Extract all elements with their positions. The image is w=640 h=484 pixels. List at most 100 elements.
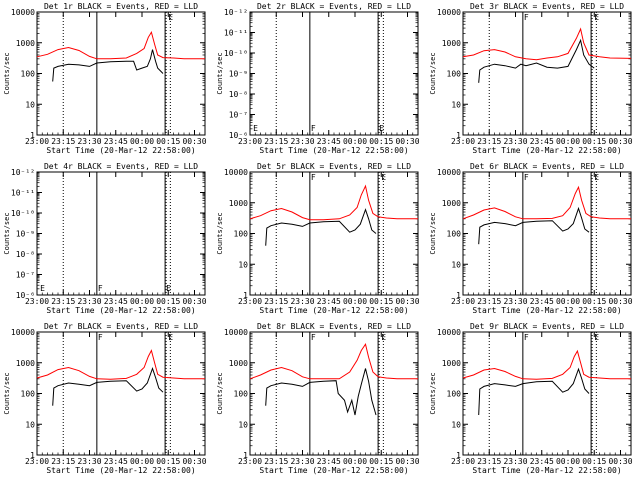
y-tick-label: 10000 — [437, 328, 461, 337]
flag-letter: E — [594, 173, 599, 182]
x-axis-label: Start Time (20-Mar-12 22:58:00) — [259, 306, 408, 315]
flag-letter: E — [168, 333, 173, 342]
x-tick-label: 00:30 — [608, 137, 632, 146]
plot-frame — [249, 11, 419, 136]
series-lld-line — [36, 30, 205, 60]
y-tick-label: 1000 — [442, 199, 461, 208]
plot-frame — [36, 171, 206, 296]
chart-title: Det 1r BLACK = Events, RED = LLD — [44, 2, 198, 11]
x-axis-label: Start Time (20-Mar-12 22:58:00) — [259, 146, 408, 155]
x-tick-label: 00:30 — [182, 457, 206, 466]
y-tick-label: 10⁻¹² — [224, 8, 248, 17]
y-tick-label: 10⁻⁷ — [229, 111, 248, 120]
chart-title: Det 9r BLACK = Events, RED = LLD — [470, 322, 624, 331]
x-axis-label: Start Time (20-Mar-12 22:58:00) — [259, 466, 408, 475]
x-tick-label: 23:00 — [25, 137, 49, 146]
x-tick-label: 00:00 — [556, 137, 580, 146]
y-tick-label: 100 — [447, 390, 462, 399]
x-tick-label: 23:30 — [503, 137, 527, 146]
panel-4: Det 4r BLACK = Events, RED = LLD 10⁻⁶ 10⁻⁷… — [3, 162, 207, 315]
y-tick-label: 10 — [451, 420, 461, 429]
y-tick-label: 1000 — [229, 359, 248, 368]
x-tick-label: 23:15 — [51, 457, 75, 466]
plot-frame — [36, 331, 206, 456]
y-axis-label: Counts/sec — [429, 372, 437, 414]
plot-frame — [249, 171, 419, 296]
x-tick-label: 00:00 — [130, 457, 154, 466]
y-tick-label: 10⁻¹¹ — [224, 29, 248, 38]
y-axis-label: Counts/sec — [429, 52, 437, 94]
panel-5: Det 5r BLACK = Events, RED = LLD 1 10 100 10… — [216, 162, 420, 315]
flag-letter: F — [524, 333, 529, 342]
y-tick-label: 10⁻¹⁰ — [224, 49, 248, 58]
series-events-line — [52, 49, 164, 82]
x-tick-label: 00:00 — [130, 297, 154, 306]
x-tick-label: 00:30 — [395, 137, 419, 146]
y-tick-label: 10⁻⁸ — [229, 90, 248, 99]
y-tick-label: 10000 — [224, 328, 248, 337]
x-tick-label: 00:00 — [343, 297, 367, 306]
x-tick-label: 23:45 — [317, 137, 341, 146]
x-axis-label: Start Time (20-Mar-12 22:58:00) — [46, 306, 195, 315]
x-axis-label: Start Time (20-Mar-12 22:58:00) — [472, 306, 621, 315]
y-tick-label: 10⁻¹¹ — [11, 189, 35, 198]
y-tick-label: 10⁻⁶ — [229, 131, 248, 140]
y-axis-label: Counts/sec — [429, 212, 437, 254]
x-tick-label: 23:45 — [530, 457, 554, 466]
x-tick-label: 23:30 — [77, 457, 101, 466]
y-axis-label: Counts/sec — [216, 372, 224, 414]
series-events-line — [478, 38, 595, 83]
x-tick-label: 23:00 — [451, 297, 475, 306]
series-lld-line — [462, 185, 631, 220]
x-tick-label: 00:30 — [608, 297, 632, 306]
y-tick-label: 10⁻¹⁰ — [11, 209, 35, 218]
flag-letter: E — [40, 284, 45, 293]
series-events-line — [478, 206, 590, 245]
y-tick-label: 10⁻⁸ — [16, 250, 35, 259]
y-tick-label: 10 — [238, 420, 248, 429]
plot-frame — [462, 11, 632, 136]
x-tick-label: 23:15 — [477, 297, 501, 306]
x-tick-label: 23:30 — [290, 297, 314, 306]
chart-title: Det 7r BLACK = Events, RED = LLD — [44, 322, 198, 331]
x-tick-label: 23:45 — [530, 137, 554, 146]
plot-frame — [462, 331, 632, 456]
flag-letter: F — [98, 333, 103, 342]
y-tick-label: 1 — [456, 291, 461, 300]
flag-letter: E — [594, 333, 599, 342]
flag-letter: F — [311, 333, 316, 342]
flag-letter: E — [381, 173, 386, 182]
y-tick-label: 100 — [21, 70, 36, 79]
x-tick-label: 00:00 — [343, 137, 367, 146]
y-tick-label: 1000 — [442, 359, 461, 368]
x-tick-label: 00:15 — [369, 297, 393, 306]
panel-3: Det 3r BLACK = Events, RED = LLD 1 10 100 10… — [429, 2, 633, 155]
y-tick-label: 10 — [451, 260, 461, 269]
x-tick-label: 00:15 — [582, 137, 606, 146]
y-tick-label: 1 — [456, 131, 461, 140]
y-tick-label: 1 — [243, 451, 248, 460]
flag-letter: E — [381, 333, 386, 342]
x-tick-label: 00:00 — [556, 457, 580, 466]
chart-title: Det 2r BLACK = Events, RED = LLD — [257, 2, 411, 11]
x-tick-label: 00:30 — [395, 297, 419, 306]
x-tick-label: 00:30 — [395, 457, 419, 466]
x-tick-label: 23:15 — [264, 457, 288, 466]
x-tick-label: 23:30 — [503, 297, 527, 306]
y-tick-label: 10 — [451, 100, 461, 109]
y-axis-label: Counts/sec — [3, 212, 11, 254]
x-axis-label: Start Time (20-Mar-12 22:58:00) — [472, 466, 621, 475]
chart-title: Det 8r BLACK = Events, RED = LLD — [257, 322, 411, 331]
flag-letter: F — [524, 13, 529, 22]
y-tick-label: 1 — [30, 131, 35, 140]
x-axis-label: Start Time (20-Mar-12 22:58:00) — [472, 146, 621, 155]
x-tick-label: 23:15 — [477, 137, 501, 146]
y-tick-label: 100 — [234, 230, 249, 239]
x-tick-label: 23:30 — [503, 457, 527, 466]
y-tick-label: 10000 — [224, 168, 248, 177]
y-tick-label: 10⁻⁹ — [229, 70, 248, 79]
flag-letter: E — [594, 13, 599, 22]
x-tick-label: 00:30 — [608, 457, 632, 466]
y-tick-label: 1 — [456, 451, 461, 460]
